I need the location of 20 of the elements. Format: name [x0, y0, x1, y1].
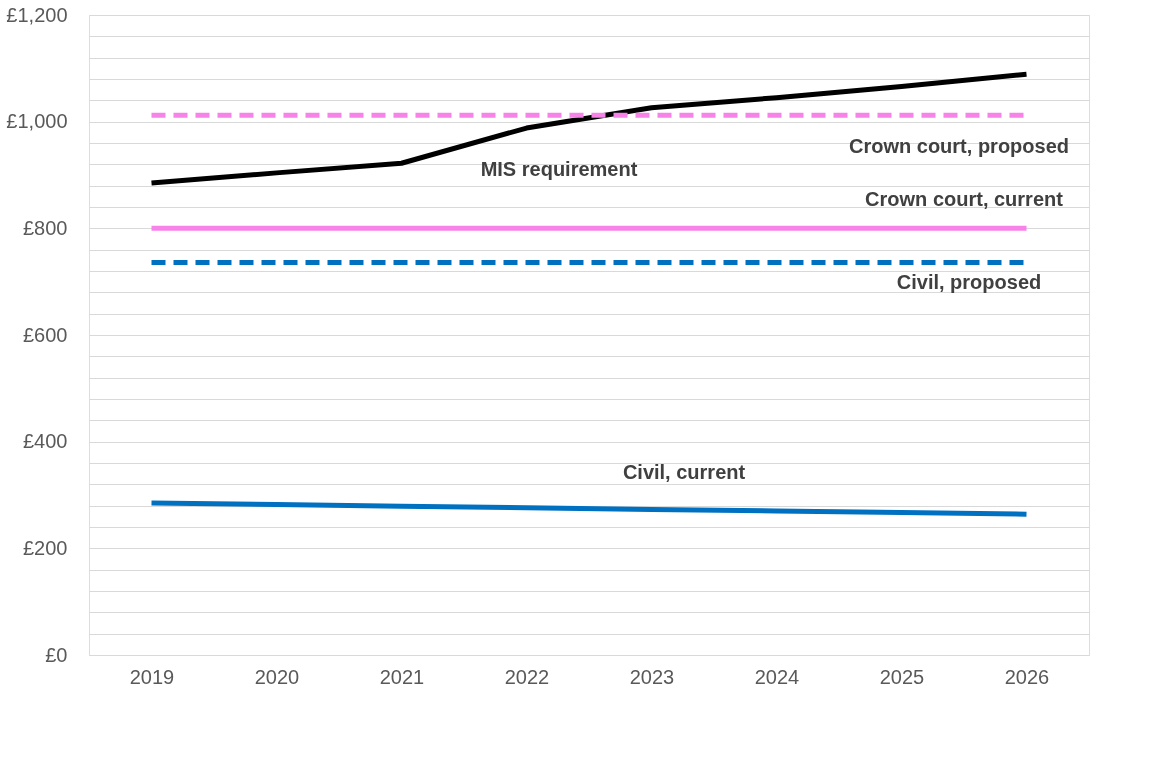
- y-tick-label: £0: [45, 643, 68, 666]
- y-tick-label: £1,000: [6, 110, 68, 133]
- y-tick-label: £200: [23, 536, 68, 559]
- series-label: Civil, proposed: [896, 271, 1042, 293]
- x-tick-label: 2026: [1004, 665, 1050, 688]
- series-label: Civil, current: [622, 461, 746, 483]
- y-tick-label: £600: [23, 323, 68, 346]
- y-tick-label: £800: [23, 216, 68, 239]
- x-tick-label: 2020: [254, 665, 300, 688]
- x-tick-label: 2022: [504, 665, 550, 688]
- series-label: MIS requirement: [480, 158, 638, 180]
- series-label: Crown court, proposed: [849, 135, 1069, 157]
- y-tick-label: £400: [23, 430, 68, 453]
- series-label: Crown court, current: [865, 188, 1064, 210]
- x-tick-label: 2023: [629, 665, 675, 688]
- x-tick-label: 2025: [879, 665, 925, 688]
- x-tick-label: 2021: [379, 665, 425, 688]
- y-tick-label: £1,200: [6, 3, 68, 26]
- x-tick-label: 2019: [129, 665, 175, 688]
- x-tick-label: 2024: [754, 665, 800, 688]
